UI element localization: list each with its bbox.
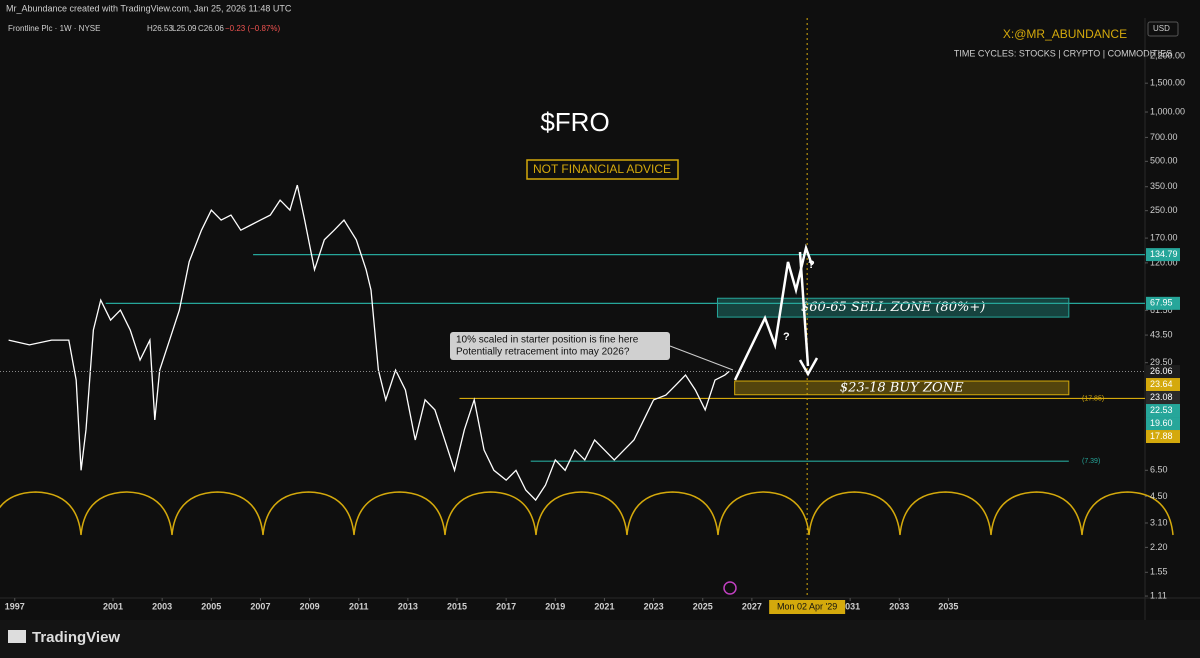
- callout-box: [450, 332, 670, 360]
- change: −0.23 (−0.87%): [225, 24, 280, 33]
- y-tick-label: 3.10: [1150, 517, 1168, 527]
- subtitle: TIME CYCLES: STOCKS | CRYPTO | COMMODITI…: [954, 48, 1172, 58]
- high: H26.53: [147, 24, 173, 33]
- y-tick-label: 700.00: [1150, 132, 1178, 142]
- price-badge: [1146, 430, 1180, 444]
- price-badge-label: 23.64: [1150, 379, 1173, 389]
- y-tick-label: 250.00: [1150, 205, 1178, 215]
- x-tick-label: 2003: [152, 601, 172, 611]
- y-tick-label: 2.20: [1150, 542, 1168, 552]
- x-tick-label: 2025: [693, 601, 713, 611]
- price-badge: [1146, 365, 1180, 379]
- x-tick-label: 2007: [250, 601, 270, 611]
- price-badge-label: 22.53: [1150, 405, 1173, 415]
- x-tick-label: 2011: [349, 601, 369, 611]
- y-tick-label: 6.50: [1150, 465, 1168, 475]
- callout-line: Potentially retracement into may 2026?: [456, 347, 630, 358]
- event-icon[interactable]: [723, 581, 737, 595]
- arrow-head: [798, 357, 819, 377]
- y-tick-label: 4.50: [1150, 491, 1168, 501]
- question-mark: ?: [783, 331, 790, 343]
- callout-line: 10% scaled in starter position is fine h…: [456, 335, 639, 346]
- y-tick-label: 170.00: [1150, 232, 1178, 242]
- x-tick-label: 2001: [103, 601, 123, 611]
- disclaimer: NOT FINANCIAL ADVICE: [533, 162, 671, 176]
- x-tick-label: 2021: [594, 601, 614, 611]
- y-tick-label: 500.00: [1150, 156, 1178, 166]
- close: C26.06: [198, 24, 224, 33]
- projection-arrow: [798, 251, 810, 367]
- level-label: (7.39): [1082, 458, 1100, 465]
- x-tick-label: 2009: [300, 601, 320, 611]
- x-tick-label: 1997: [5, 601, 25, 611]
- price-line: [8, 184, 730, 502]
- brand-logo: [8, 630, 26, 643]
- zone: [734, 380, 1070, 396]
- y-tick-label: 29.50: [1150, 357, 1173, 367]
- level-label: (17.85): [1082, 395, 1104, 402]
- x-tick-label: 2015: [447, 601, 467, 611]
- currency: USD: [1153, 24, 1170, 33]
- projection-path: [733, 243, 814, 381]
- x-tick-label: 2023: [644, 601, 664, 611]
- zone-label: $60-65 SELL ZONE (80%+): [801, 300, 985, 315]
- x-tick-label: 2031: [840, 601, 860, 611]
- price-badge-label: 23.08: [1150, 392, 1173, 402]
- x-tick-label: 2005: [201, 601, 221, 611]
- question-mark: ?: [808, 259, 815, 271]
- brand: TradingView: [32, 629, 120, 646]
- currency-box[interactable]: [1147, 21, 1179, 37]
- y-tick-label: 120.00: [1150, 257, 1178, 267]
- price-badge: [1146, 248, 1180, 262]
- x-tick-label: 2033: [889, 601, 909, 611]
- callout-pointer: [669, 345, 734, 371]
- attribution: Mr_Abundance created with TradingView.co…: [6, 3, 292, 13]
- zone-label: $23-18 BUY ZONE: [840, 380, 964, 395]
- price-badge: [1146, 417, 1180, 431]
- y-tick-label: 350.00: [1150, 181, 1178, 191]
- symbol: Frontline Plc · 1W · NYSE: [8, 24, 100, 33]
- y-tick-label: 2,200.00: [1150, 50, 1185, 60]
- y-tick-label: 1.11: [1150, 590, 1167, 600]
- price-badge-label: 17.88: [1150, 431, 1173, 441]
- x-tick-label: 2019: [545, 601, 565, 611]
- cycle-arcs: [0, 491, 1174, 536]
- y-tick-label: 1,500.00: [1150, 78, 1185, 88]
- x-tick-label: 2027: [742, 601, 762, 611]
- y-tick-label: 43.50: [1150, 329, 1173, 339]
- y-tick-label: 1,000.00: [1150, 106, 1185, 116]
- x-tick-label: 2035: [938, 601, 958, 611]
- footer-bar: [0, 620, 1200, 658]
- price-badge: [1146, 391, 1180, 405]
- price-badge-label: 19.60: [1150, 418, 1173, 428]
- price-badge: [1146, 296, 1180, 310]
- cursor-badge-label: Mon 02 Apr '29: [777, 601, 837, 611]
- cursor-badge: [769, 600, 846, 614]
- x-tick-label: 2017: [496, 601, 516, 611]
- disclaimer-box: [526, 159, 679, 180]
- low: L25.09: [172, 24, 197, 33]
- price-badge-label: 134.79: [1150, 249, 1178, 259]
- price-badge: [1146, 404, 1180, 418]
- x-tick-label: 2013: [398, 601, 418, 611]
- chart-background: [0, 0, 1200, 620]
- y-tick-label: 1.55: [1150, 567, 1168, 577]
- title: $FRO: [540, 107, 609, 137]
- handle: X:@MR_ABUNDANCE: [1003, 27, 1127, 41]
- price-badge-label: 26.06: [1150, 366, 1173, 376]
- price-badge-label: 67.95: [1150, 298, 1173, 308]
- price-badge: [1146, 378, 1180, 392]
